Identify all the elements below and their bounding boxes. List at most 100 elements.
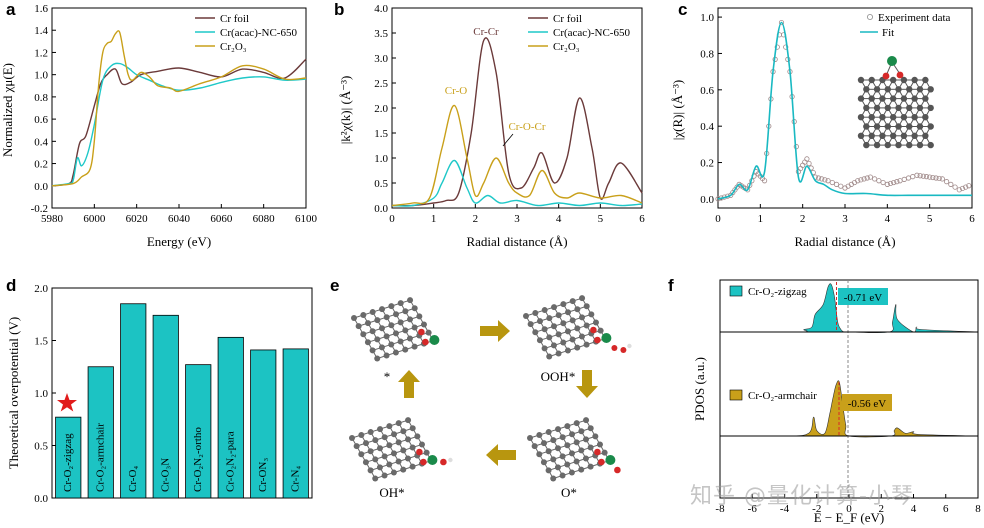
panel-c-ytick-label: 0.2	[700, 158, 714, 170]
carbon-atom	[541, 326, 548, 333]
carbon-atom	[564, 423, 571, 430]
carbon-atom	[587, 463, 594, 470]
legend-c-exp: Experiment data	[878, 12, 951, 24]
inset-carbon-atom	[900, 95, 908, 102]
panel-d-bar	[282, 348, 309, 499]
panel-f-xtick-label: -2	[812, 503, 821, 515]
arrow-up-icon	[398, 370, 420, 398]
panel-c-exp-point	[867, 174, 873, 180]
panel-b-xtick-label: 3	[514, 213, 520, 225]
carbon-atom	[569, 298, 576, 305]
panel-c-exp-point	[891, 179, 897, 186]
inset-carbon-atom	[868, 114, 875, 121]
inset-carbon-atom	[927, 104, 934, 112]
carbon-atom	[532, 329, 539, 336]
carbon-atom	[588, 311, 595, 318]
carbon-atom	[423, 449, 430, 456]
carbon-atom	[402, 327, 409, 334]
panel-c-exp-point	[956, 187, 962, 193]
carbon-atom	[386, 442, 393, 449]
adsorbate-h	[448, 457, 453, 463]
carbon-atom	[541, 345, 548, 352]
oxygen-atom	[416, 448, 423, 456]
panel-f-frame	[719, 279, 979, 499]
carbon-atom	[395, 439, 402, 446]
panel-a-ytick-label: 1.2	[34, 47, 48, 59]
panel-a-xtick-label: 6020	[126, 213, 149, 225]
panel-a-ytick-label: 0.2	[34, 159, 48, 171]
inset-carbon-atom	[906, 141, 913, 149]
panel-d-bar-label: Cr-O₃N	[159, 458, 171, 492]
legend-zigzag-swatch	[729, 285, 743, 297]
carbon-atom	[367, 467, 374, 474]
carbon-atom	[369, 328, 376, 335]
carbon-atom	[601, 449, 608, 456]
legend-a-cr2o3: Cr₂O₃	[220, 41, 247, 53]
panel-f-xtick-label: 6	[943, 503, 949, 515]
panel-e-label: e	[330, 276, 340, 295]
oxygen-atom	[420, 458, 427, 466]
carbon-atom	[425, 329, 432, 336]
panel-a-ytick-label: 0.8	[34, 92, 48, 104]
panel-f-xtick-label: 8	[975, 503, 981, 515]
carbon-atom	[360, 331, 367, 338]
inset-carbon-atom	[911, 132, 918, 139]
panel-c-exp-point	[936, 175, 942, 182]
panel-c-exp-point	[833, 181, 840, 187]
carbon-atom	[400, 466, 407, 473]
chromium-atom	[429, 335, 440, 345]
carbon-atom	[564, 328, 571, 335]
chromium-atom	[427, 455, 438, 465]
panel-b-xlabel: Radial distance (Å)	[466, 234, 567, 249]
panel-c-exp-point	[894, 179, 900, 185]
carbon-atom	[527, 321, 534, 328]
panel-a-ytick-label: 0.4	[34, 136, 48, 148]
panel-b-ytick-label: 0.5	[374, 178, 388, 190]
panel-b-ytick-label: 1.0	[374, 153, 388, 165]
legend-c-fit: Fit	[882, 27, 894, 39]
panel-c-exp-point	[901, 176, 907, 182]
inset-carbon-atom	[873, 141, 881, 149]
panel-c-xtick-label: 4	[885, 213, 891, 225]
inset-carbon-atom	[889, 76, 897, 84]
panel-c-exp-point	[923, 174, 930, 180]
panel-c-exp-point	[943, 179, 950, 185]
state-star: *	[384, 369, 391, 384]
panel-a-series-2	[51, 30, 307, 187]
panel-d-chart: 0.0 0.5 1.0 1.5 2.0 Cr-O₂-zigzag Cr-O₂-armcha…	[6, 283, 313, 505]
carbon-atom	[374, 355, 381, 362]
carbon-atom	[569, 431, 576, 438]
inset-carbon-atom	[927, 86, 934, 93]
carbon-atom	[545, 448, 552, 455]
carbon-atom	[392, 349, 399, 356]
panel-b-legend: Cr foil Cr(acac)-NC-650 Cr₂O₃	[528, 13, 630, 53]
arrow-right-icon	[480, 320, 510, 342]
panel-a-chart: -0.2 0.0 0.2 0.4 0.6 0.8 1.0 1.2 1.4 1.6 5980 6000 6…	[0, 3, 318, 249]
panel-c-exp-point	[884, 181, 890, 187]
panel-b-xtick-label: 4	[556, 213, 562, 225]
panel-b-ytick-label: 4.0	[374, 3, 388, 15]
carbon-atom	[559, 453, 566, 460]
carbon-atom	[545, 429, 552, 436]
panel-a-xlabel: Energy (eV)	[147, 234, 211, 249]
panel-c-exp-point	[815, 175, 822, 181]
panel-b-series-0	[391, 37, 643, 207]
chromium-atom	[605, 455, 616, 465]
panel-c-exp-point	[797, 165, 804, 172]
panel-c-ytick-label: 0.6	[700, 85, 714, 97]
carbon-atom	[393, 311, 400, 318]
panel-d-bar	[120, 303, 147, 499]
carbon-atom	[362, 459, 369, 466]
panel-c-exp-point	[864, 175, 870, 181]
carbon-atom	[406, 316, 413, 323]
carbon-atom	[550, 342, 557, 349]
panel-c-exp-point	[774, 44, 780, 50]
carbon-atom	[559, 434, 566, 441]
carbon-atom	[569, 336, 576, 343]
carbon-atom	[546, 353, 553, 360]
carbon-atom	[564, 347, 571, 354]
carbon-atom	[565, 309, 572, 316]
carbon-atom	[386, 461, 393, 468]
inset-carbon-atom	[868, 132, 875, 139]
panel-c-exp-point	[933, 175, 939, 181]
